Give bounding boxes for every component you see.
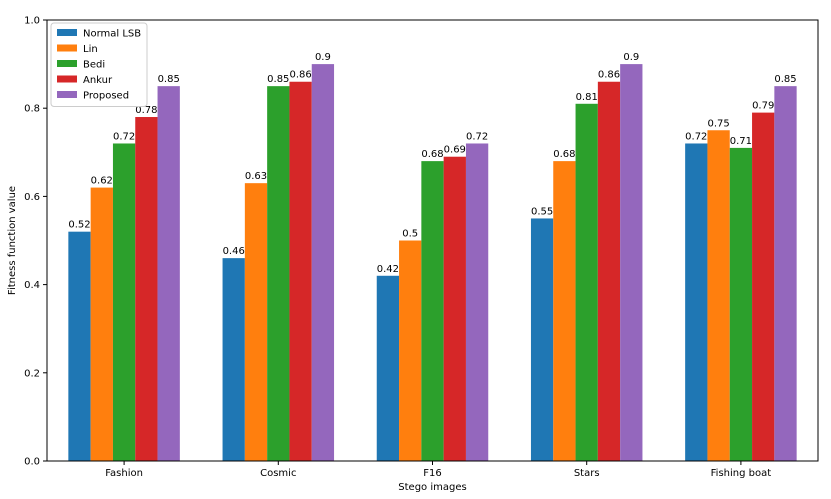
bar-value-label: 0.85 bbox=[267, 74, 289, 85]
bar-ankur-fashion bbox=[135, 117, 158, 462]
bar-value-label: 0.81 bbox=[576, 92, 598, 103]
bar-lin-fashion bbox=[90, 187, 113, 461]
bar-bedi-cosmic bbox=[267, 86, 290, 462]
bars bbox=[68, 64, 797, 462]
bar-value-label: 0.79 bbox=[752, 101, 774, 112]
bar-bedi-fashion bbox=[112, 143, 136, 462]
legend-swatch bbox=[57, 60, 77, 67]
legend-swatch bbox=[57, 44, 77, 52]
bar-value-label: 0.86 bbox=[598, 70, 620, 81]
y-tick-label: 0.6 bbox=[24, 192, 40, 203]
y-tick-label: 0.0 bbox=[24, 457, 40, 468]
legend-items: Normal LSB Lin Bedi Ankur Proposed bbox=[57, 29, 141, 102]
bar-bedi-fishing-boat bbox=[729, 147, 753, 461]
bar-normal-lsb-stars bbox=[530, 218, 554, 461]
y-axis-label: Fitness function value bbox=[7, 186, 18, 295]
legend-label: Normal LSB bbox=[83, 29, 141, 40]
bar-value-label: 0.85 bbox=[158, 74, 180, 85]
bar-bedi-f16 bbox=[421, 161, 444, 461]
bar-value-labels: 0.520.460.420.550.720.62 0.630.50.680.750… bbox=[68, 52, 796, 275]
bar-value-label: 0.5 bbox=[402, 229, 418, 240]
legend-label: Ankur bbox=[83, 75, 113, 86]
y-tick-label: 0.8 bbox=[24, 104, 40, 115]
bar-normal-lsb-cosmic bbox=[222, 258, 245, 461]
bar-value-label: 0.72 bbox=[466, 131, 488, 142]
bar-value-label: 0.85 bbox=[774, 74, 796, 85]
x-tick-label: Cosmic bbox=[260, 468, 296, 479]
bar-value-label: 0.78 bbox=[135, 105, 157, 116]
y-tick-label: 1.0 bbox=[24, 16, 40, 27]
bar-value-label: 0.75 bbox=[707, 118, 729, 129]
legend: Normal LSB Lin Bedi Ankur Proposed bbox=[50, 22, 148, 107]
ticks: 0.0 0.2 0.4 0.6 0.8 1.0 Fashion Cosmic F16 Stars F… bbox=[24, 16, 771, 480]
bar-lin-cosmic bbox=[244, 183, 268, 462]
bar-lin-fishing-boat bbox=[707, 130, 730, 461]
bar-proposed-fishing-boat bbox=[774, 86, 797, 462]
legend-swatch bbox=[57, 29, 77, 36]
bar-ankur-cosmic bbox=[289, 81, 312, 462]
bar-value-label: 0.62 bbox=[91, 176, 113, 187]
legend-label: Lin bbox=[83, 44, 98, 55]
bar-ankur-f16 bbox=[443, 156, 466, 461]
bar-ankur-stars bbox=[597, 81, 621, 462]
bar-value-label: 0.52 bbox=[68, 220, 90, 231]
x-tick-label: F16 bbox=[423, 468, 441, 479]
y-tick-label: 0.2 bbox=[24, 368, 40, 379]
bar-value-label: 0.69 bbox=[444, 145, 466, 156]
bar-proposed-stars bbox=[620, 64, 643, 461]
bar-lin-stars bbox=[553, 161, 576, 461]
bar-value-label: 0.46 bbox=[223, 246, 245, 257]
bar-proposed-f16 bbox=[465, 143, 489, 462]
bar-value-label: 0.55 bbox=[531, 206, 553, 217]
bar-value-label: 0.9 bbox=[315, 52, 331, 63]
x-tick-label: Stars bbox=[574, 468, 600, 479]
bar-value-label: 0.72 bbox=[113, 131, 135, 142]
bar-value-label: 0.86 bbox=[289, 70, 311, 81]
bar-normal-lsb-fishing-boat bbox=[685, 143, 708, 462]
legend-swatch bbox=[57, 75, 77, 83]
bar-ankur-fishing-boat bbox=[752, 112, 775, 462]
bar-lin-f16 bbox=[399, 240, 422, 461]
bar-value-label: 0.63 bbox=[245, 171, 267, 182]
bar-proposed-cosmic bbox=[311, 64, 335, 461]
bar-value-label: 0.9 bbox=[623, 52, 639, 63]
bar-value-label: 0.68 bbox=[553, 149, 575, 160]
bar-bedi-stars bbox=[575, 103, 598, 461]
legend-swatch bbox=[57, 91, 77, 98]
bar-value-label: 0.72 bbox=[685, 131, 707, 142]
x-axis-label: Stego images bbox=[398, 482, 466, 493]
bar-proposed-fashion bbox=[157, 86, 180, 462]
legend-frame bbox=[50, 22, 148, 107]
bar-value-label: 0.68 bbox=[421, 149, 443, 160]
legend-label: Proposed bbox=[83, 91, 129, 102]
bar-normal-lsb-f16 bbox=[376, 275, 400, 461]
bar-value-label: 0.71 bbox=[730, 136, 752, 147]
y-tick-label: 0.4 bbox=[24, 280, 40, 291]
x-tick-label: Fishing boat bbox=[711, 468, 772, 479]
bar-normal-lsb-fashion bbox=[68, 231, 91, 461]
bar-value-label: 0.42 bbox=[377, 264, 399, 275]
legend-label: Bedi bbox=[83, 60, 105, 71]
x-tick-label: Fashion bbox=[105, 468, 143, 479]
